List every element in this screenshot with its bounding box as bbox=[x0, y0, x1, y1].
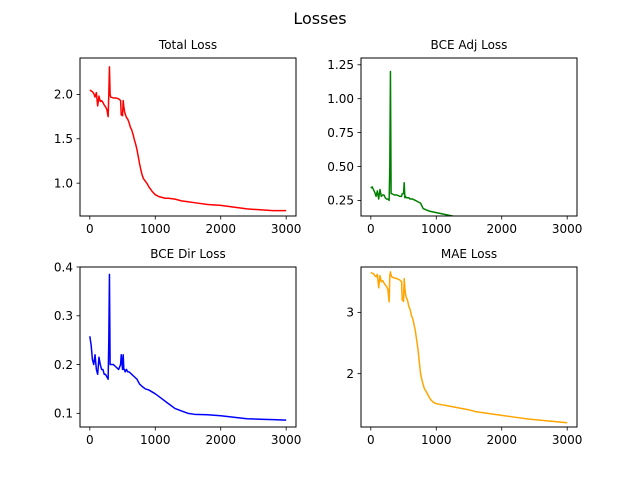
bce-dir-loss-x-tick-label: 2000 bbox=[205, 433, 236, 447]
bce-adj-loss-x-tick-label: 1000 bbox=[421, 222, 452, 236]
total-loss-y-tick-label: 2.0 bbox=[54, 88, 73, 102]
total-loss-series-line bbox=[89, 66, 287, 212]
figure-title: Losses bbox=[293, 9, 346, 28]
bce-adj-loss-x-tick-label: 0 bbox=[367, 222, 375, 236]
mae-loss-x-tick-label: 2000 bbox=[486, 433, 517, 447]
total-loss-x-tick-label: 3000 bbox=[271, 222, 302, 236]
bce-dir-loss-x-tick-label: 0 bbox=[86, 433, 94, 447]
bce-dir-loss-x-tick-label: 3000 bbox=[271, 433, 302, 447]
bce-adj-loss-y-tick-label: 1.00 bbox=[327, 92, 354, 106]
mae-loss-x-tick-label: 0 bbox=[367, 433, 375, 447]
bce-adj-loss-y-tick-label: 1.25 bbox=[327, 58, 354, 72]
bce-dir-loss-title: BCE Dir Loss bbox=[150, 247, 225, 261]
bce-adj-loss-y-tick-label: 0.50 bbox=[327, 160, 354, 174]
bce-adj-loss-series-line bbox=[370, 70, 457, 216]
mae-loss-x-tick-label: 1000 bbox=[421, 433, 452, 447]
bce-adj-loss-axes-frame bbox=[360, 57, 578, 217]
bce-adj-loss-x-tick-label: 3000 bbox=[552, 222, 583, 236]
bce-dir-loss-x-tick-label: 1000 bbox=[140, 433, 171, 447]
mae-loss-axes-frame bbox=[360, 266, 578, 428]
bce-dir-loss-y-tick-label: 0.3 bbox=[54, 309, 73, 323]
bce-dir-loss-series-line bbox=[89, 273, 287, 421]
total-loss-x-tick-label: 0 bbox=[86, 222, 94, 236]
bce-dir-loss-y-tick-label: 0.4 bbox=[54, 260, 73, 274]
subplot-bce-adj-loss: BCE Adj Loss 0 1000 2000 3000 0.25 0.50 0.75 1.0… bbox=[327, 38, 582, 236]
bce-dir-loss-axes-frame bbox=[79, 266, 297, 428]
total-loss-axes-frame bbox=[79, 57, 297, 217]
total-loss-x-tick-label: 2000 bbox=[205, 222, 236, 236]
mae-loss-x-tick-label: 3000 bbox=[552, 433, 583, 447]
mae-loss-y-tick-label: 3 bbox=[346, 306, 354, 320]
bce-dir-loss-y-tick-label: 0.2 bbox=[54, 358, 73, 372]
bce-adj-loss-y-tick-label: 0.25 bbox=[327, 194, 354, 208]
total-loss-y-tick-label: 1.0 bbox=[54, 176, 73, 190]
bce-dir-loss-y-tick-label: 0.1 bbox=[54, 407, 73, 421]
subplot-total-loss: Total Loss 0 1000 2000 3000 1.0 1.5 2.0 bbox=[54, 38, 302, 236]
mae-loss-y-tick-label: 2 bbox=[346, 367, 354, 381]
mae-loss-title: MAE Loss bbox=[441, 247, 497, 261]
subplot-bce-dir-loss: BCE Dir Loss 0 1000 2000 3000 0.1 0.2 0.3 0.4 bbox=[54, 247, 302, 447]
total-loss-title: Total Loss bbox=[158, 38, 217, 52]
bce-adj-loss-title: BCE Adj Loss bbox=[431, 38, 508, 52]
mae-loss-series-line bbox=[370, 271, 568, 424]
subplot-mae-loss: MAE Loss 0 1000 2000 3000 2 3 bbox=[346, 247, 582, 447]
total-loss-x-tick-label: 1000 bbox=[140, 222, 171, 236]
total-loss-y-tick-label: 1.5 bbox=[54, 132, 73, 146]
bce-adj-loss-x-tick-label: 2000 bbox=[486, 222, 517, 236]
bce-adj-loss-y-tick-label: 0.75 bbox=[327, 126, 354, 140]
